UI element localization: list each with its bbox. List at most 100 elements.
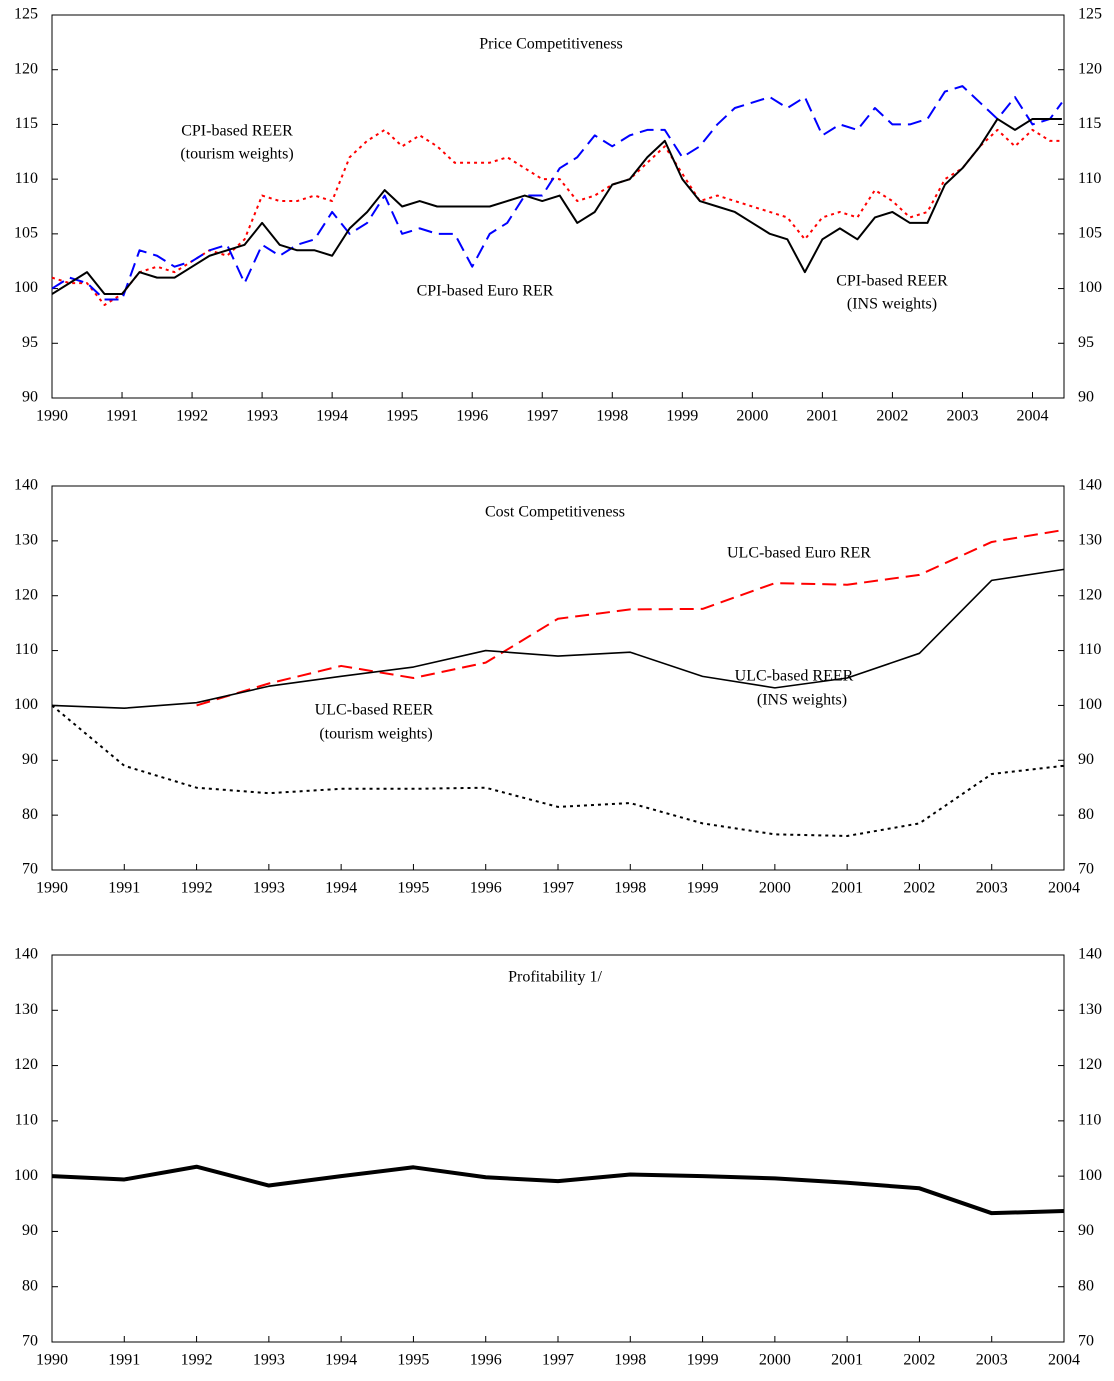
series-line [51,1164,1065,1216]
y2-tick-label: 70 [1078,861,1094,878]
x-tick-label: 2000 [759,880,791,897]
y2-tick-label: 80 [1078,1277,1094,1294]
y2-tick-label: 130 [1078,532,1102,549]
plot-frame [51,954,1065,1343]
y-tick-label: 125 [14,6,38,23]
y-tick-label: 100 [14,279,38,296]
panel-title: Price Competitiveness [479,36,623,53]
x-tick-label: 2004 [1048,880,1080,897]
x-tick-label: 1990 [36,1352,68,1369]
x-tick-label: 2002 [903,1352,935,1369]
x-tick-label: 2003 [946,408,978,425]
x-tick-label: 1991 [108,1352,140,1369]
x-tick-label: 1990 [36,408,68,425]
series-line [51,568,1065,709]
y2-tick-label: 100 [1078,1167,1102,1184]
annotation: (tourism weights) [319,726,432,743]
y-tick-label: 90 [22,1222,38,1239]
x-tick-label: 2001 [831,880,863,897]
series-line [51,704,1065,837]
x-tick-label: 1995 [397,1352,429,1369]
annotation: ULC-based REER [735,668,854,685]
y2-tick-label: 110 [1078,170,1101,187]
y-tick-label: 110 [15,1112,38,1129]
annotation: (tourism weights) [180,146,293,163]
y-tick-label: 115 [15,115,38,132]
x-tick-label: 1997 [526,408,558,425]
x-tick-label: 1994 [325,880,357,897]
annotation: (INS weights) [847,296,937,313]
y-tick-label: 90 [22,389,38,406]
x-tick-label: 2003 [976,1352,1008,1369]
y2-tick-label: 120 [1078,586,1102,603]
x-tick-label: 2001 [806,408,838,425]
y-tick-label: 105 [14,225,38,242]
y2-tick-label: 90 [1078,389,1094,406]
x-tick-label: 1990 [36,880,68,897]
y2-tick-label: 80 [1078,806,1094,823]
y2-tick-label: 120 [1078,60,1102,77]
x-tick-label: 1995 [386,408,418,425]
annotation: ULC-based REER [315,702,434,719]
x-tick-label: 1998 [614,1352,646,1369]
x-tick-label: 1996 [470,880,502,897]
y-tick-label: 90 [22,751,38,768]
x-tick-label: 1991 [106,408,138,425]
x-tick-label: 2003 [976,880,1008,897]
y-tick-label: 140 [14,946,38,963]
y2-tick-label: 100 [1078,696,1102,713]
x-tick-label: 2000 [759,1352,791,1369]
x-tick-label: 1991 [108,880,140,897]
x-tick-label: 1996 [470,1352,502,1369]
y2-tick-label: 90 [1078,1222,1094,1239]
panel-title: Profitability 1/ [508,969,602,986]
y2-tick-label: 120 [1078,1056,1102,1073]
y-tick-label: 100 [14,696,38,713]
x-tick-label: 1994 [316,408,348,425]
y-tick-label: 70 [22,1333,38,1350]
y-tick-label: 100 [14,1167,38,1184]
y2-tick-label: 125 [1078,6,1102,23]
y2-tick-label: 90 [1078,751,1094,768]
y-tick-label: 80 [22,806,38,823]
x-tick-label: 2000 [736,408,768,425]
y-tick-label: 80 [22,1277,38,1294]
x-tick-label: 1997 [542,1352,574,1369]
annotation: CPI-based REER [181,123,293,140]
y2-tick-label: 140 [1078,477,1102,494]
y-tick-label: 130 [14,532,38,549]
y-tick-label: 120 [14,1056,38,1073]
x-tick-label: 1999 [687,880,719,897]
x-tick-label: 1992 [176,408,208,425]
annotation: (INS weights) [757,692,847,709]
y2-tick-label: 110 [1078,1112,1101,1129]
y2-tick-label: 115 [1078,115,1101,132]
y-tick-label: 130 [14,1001,38,1018]
annotation: ULC-based Euro RER [727,545,871,562]
y2-tick-label: 95 [1078,334,1094,351]
y2-tick-label: 110 [1078,641,1101,658]
x-tick-label: 2002 [876,408,908,425]
x-tick-label: 1998 [614,880,646,897]
x-tick-label: 1992 [181,1352,213,1369]
series-line [51,85,1063,301]
x-tick-label: 2002 [903,880,935,897]
y-tick-label: 110 [15,641,38,658]
annotation: CPI-based Euro RER [417,283,554,300]
x-tick-label: 1999 [687,1352,719,1369]
series-line [51,117,1062,296]
panel-title: Cost Competitiveness [485,504,625,521]
x-tick-label: 2001 [831,1352,863,1369]
y2-tick-label: 140 [1078,946,1102,963]
plot-frame [51,14,1065,399]
x-tick-label: 1993 [253,1352,285,1369]
y-tick-label: 95 [22,334,38,351]
x-tick-label: 1996 [456,408,488,425]
x-tick-label: 2004 [1048,1352,1080,1369]
y2-tick-label: 70 [1078,1333,1094,1350]
x-tick-label: 1993 [253,880,285,897]
y2-tick-label: 130 [1078,1001,1102,1018]
x-tick-label: 1997 [542,880,574,897]
